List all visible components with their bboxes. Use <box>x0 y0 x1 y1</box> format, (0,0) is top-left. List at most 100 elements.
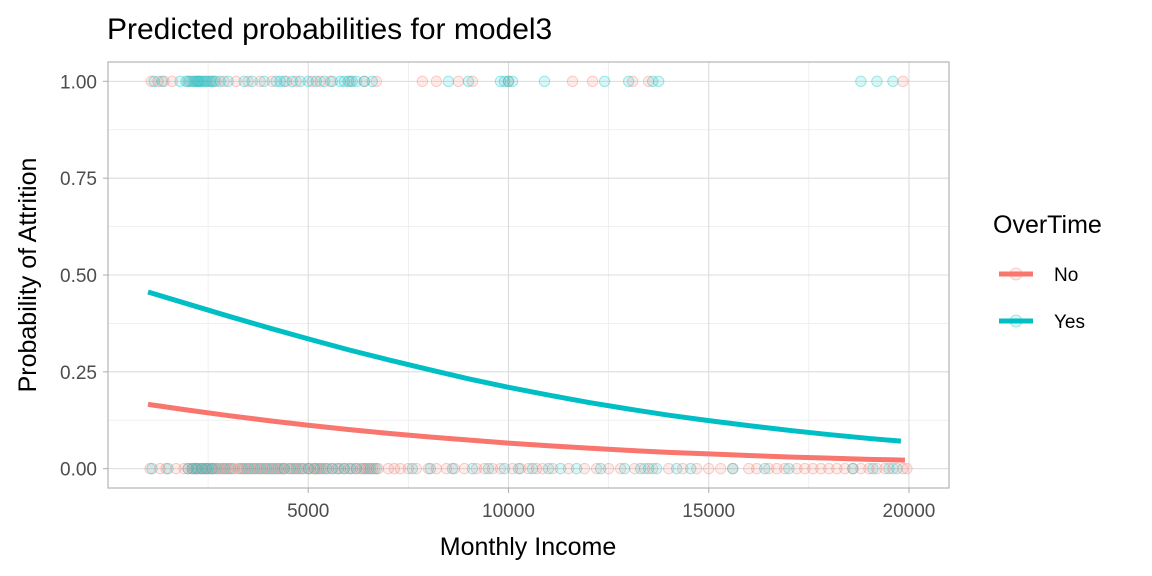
point-yes-attrition-0 <box>847 462 859 475</box>
x-tick-label: 10000 <box>482 501 535 522</box>
point-no-attrition-1 <box>586 75 599 88</box>
point-no-attrition-1 <box>466 75 479 88</box>
point-no-attrition-0 <box>470 462 483 475</box>
point-no-attrition-0 <box>194 462 206 475</box>
point-no-attrition-0 <box>676 462 689 475</box>
point-yes-attrition-0 <box>218 462 230 475</box>
point-no-attrition-0 <box>154 462 166 475</box>
point-no-attrition-0 <box>394 462 407 475</box>
point-no-attrition-0 <box>334 462 346 475</box>
point-no-attrition-1 <box>344 75 356 88</box>
point-no-attrition-0 <box>422 462 435 475</box>
point-yes-attrition-1 <box>278 75 290 88</box>
y-axis-title: Probability of Attrition <box>14 158 42 393</box>
point-no-attrition-0 <box>234 462 246 475</box>
point-no-attrition-0 <box>170 462 182 475</box>
point-no-attrition-0 <box>614 462 627 475</box>
point-no-attrition-0 <box>216 462 228 475</box>
point-yes-attrition-0 <box>278 462 290 475</box>
point-yes-attrition-1 <box>506 75 519 88</box>
point-no-attrition-0 <box>186 462 198 475</box>
point-no-attrition-0 <box>815 462 827 475</box>
point-no-attrition-0 <box>494 462 507 475</box>
curve-yes <box>147 289 902 444</box>
point-no-attrition-0 <box>282 462 294 475</box>
point-no-attrition-0 <box>628 462 641 475</box>
point-no-attrition-0 <box>240 462 252 475</box>
point-no-attrition-0 <box>356 462 369 475</box>
x-tick-label: 20000 <box>883 501 936 522</box>
point-yes-attrition-0 <box>260 462 272 475</box>
point-no-attrition-0 <box>402 462 415 475</box>
point-no-attrition-0 <box>298 462 310 475</box>
point-no-attrition-0 <box>440 462 453 475</box>
point-no-attrition-1 <box>230 75 242 88</box>
point-no-attrition-0 <box>522 462 535 475</box>
point-yes-attrition-1 <box>156 75 168 88</box>
point-yes-attrition-1 <box>286 75 298 88</box>
point-yes-attrition-0 <box>498 462 511 475</box>
point-no-attrition-1 <box>566 75 579 88</box>
point-no-attrition-1 <box>218 75 230 88</box>
point-no-attrition-0 <box>646 462 659 475</box>
point-yes-attrition-0 <box>670 462 683 475</box>
point-no-attrition-0 <box>270 462 282 475</box>
point-yes-attrition-0 <box>242 462 254 475</box>
point-yes-attrition-0 <box>290 462 302 475</box>
point-yes-attrition-0 <box>206 462 218 475</box>
point-yes-attrition-0 <box>320 462 332 475</box>
point-no-attrition-0 <box>458 462 471 475</box>
curve-no <box>147 401 906 463</box>
point-yes-attrition-0 <box>370 462 383 475</box>
point-yes-attrition-1 <box>442 75 455 88</box>
point-yes-attrition-1 <box>182 75 194 88</box>
point-yes-attrition-1 <box>338 75 350 88</box>
point-no-attrition-1 <box>502 75 515 88</box>
point-yes-attrition-1 <box>498 75 511 88</box>
point-no-attrition-0 <box>879 462 891 475</box>
point-yes-attrition-0 <box>338 462 350 475</box>
point-no-attrition-0 <box>362 462 375 475</box>
point-no-attrition-0 <box>246 462 258 475</box>
point-no-attrition-0 <box>226 462 238 475</box>
point-yes-attrition-0 <box>424 462 437 475</box>
point-no-attrition-0 <box>204 462 216 475</box>
point-yes-attrition-1 <box>198 75 210 88</box>
point-no-attrition-0 <box>410 462 423 475</box>
point-no-attrition-0 <box>354 462 366 475</box>
point-no-attrition-1 <box>242 75 254 88</box>
point-yes-attrition-0 <box>684 462 697 475</box>
point-yes-attrition-0 <box>196 462 208 475</box>
point-yes-attrition-0 <box>618 462 631 475</box>
point-yes-attrition-0 <box>284 462 296 475</box>
point-yes-attrition-1 <box>246 75 258 88</box>
point-no-attrition-0 <box>478 462 491 475</box>
point-yes-attrition-0 <box>192 462 204 475</box>
point-no-attrition-0 <box>366 462 379 475</box>
point-no-attrition-1 <box>314 75 326 88</box>
point-no-attrition-0 <box>342 462 354 475</box>
point-no-attrition-0 <box>208 462 220 475</box>
point-yes-attrition-0 <box>542 462 555 475</box>
point-no-attrition-0 <box>430 462 443 475</box>
point-yes-attrition-0 <box>314 462 326 475</box>
point-yes-attrition-1 <box>646 75 659 88</box>
point-no-attrition-0 <box>322 462 334 475</box>
point-no-attrition-0 <box>200 462 212 475</box>
gridlines <box>108 62 949 488</box>
point-no-attrition-1 <box>626 75 639 88</box>
point-no-attrition-0 <box>799 462 811 475</box>
point-no-attrition-0 <box>602 462 615 475</box>
legend-label-no: No <box>1054 265 1078 286</box>
point-no-attrition-1 <box>266 75 278 88</box>
point-no-attrition-1 <box>254 75 266 88</box>
point-no-attrition-1 <box>280 75 292 88</box>
point-no-attrition-0 <box>350 462 362 475</box>
point-yes-attrition-1 <box>855 75 867 88</box>
point-no-attrition-0 <box>196 462 208 475</box>
point-no-attrition-0 <box>212 462 224 475</box>
point-yes-attrition-0 <box>202 462 214 475</box>
point-yes-attrition-1 <box>270 75 282 88</box>
point-no-attrition-0 <box>771 462 783 475</box>
